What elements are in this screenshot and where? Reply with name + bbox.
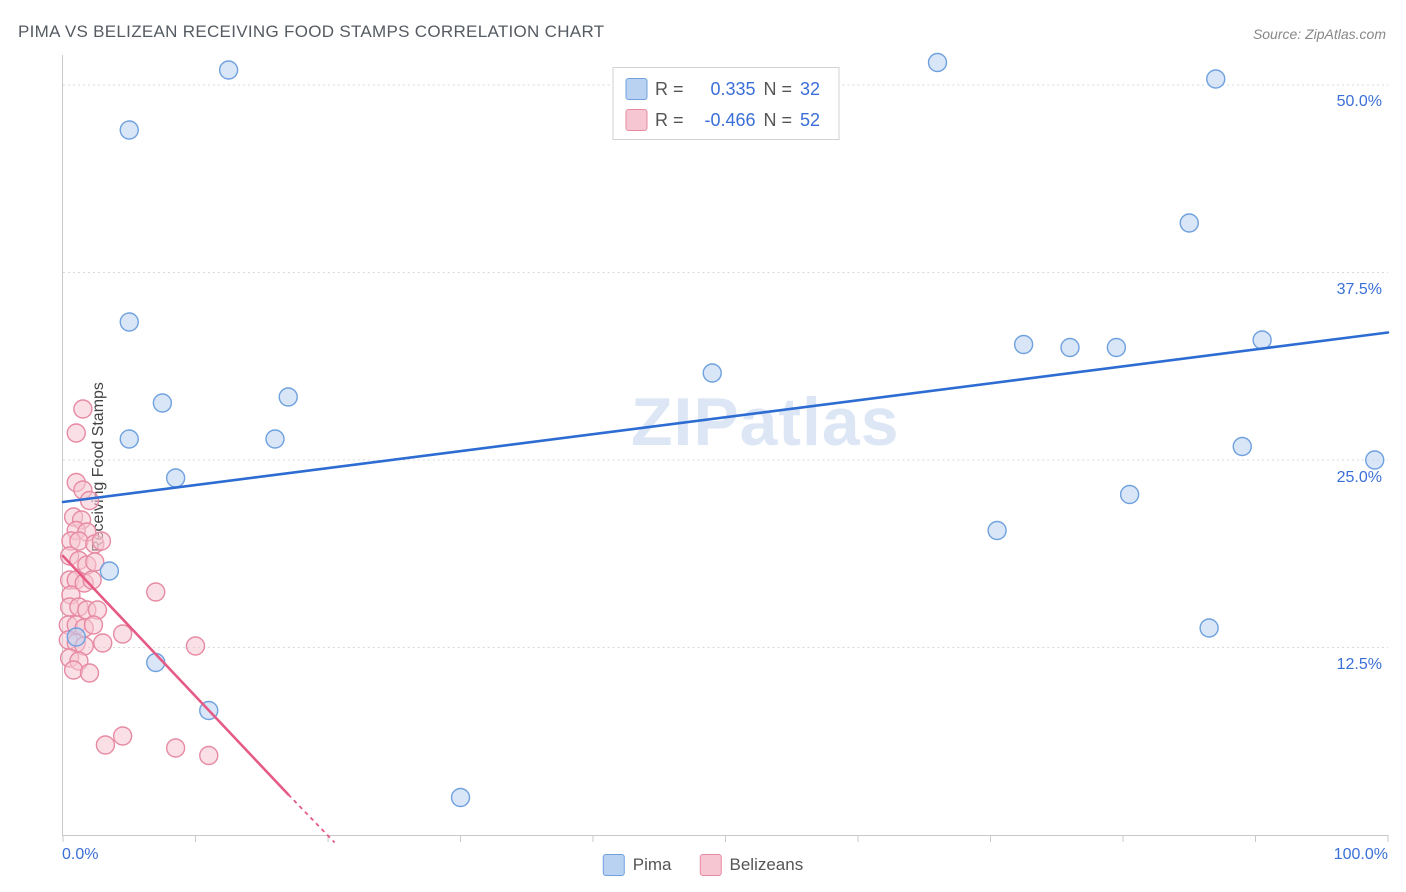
- legend-item-belizeans: Belizeans: [700, 854, 804, 876]
- plot-area: ZIPatlas R = 0.335 N = 32 R = -0.466 N =…: [62, 55, 1388, 836]
- chart-title: PIMA VS BELIZEAN RECEIVING FOOD STAMPS C…: [18, 22, 604, 42]
- r-label: R =: [655, 74, 684, 105]
- legend-swatch-pima: [603, 854, 625, 876]
- y-tick-label: 37.5%: [1337, 281, 1382, 299]
- stats-swatch-pima: [625, 78, 647, 100]
- r-value-pima: 0.335: [692, 74, 756, 105]
- y-tick-label: 25.0%: [1337, 469, 1382, 487]
- r-value-belizeans: -0.466: [692, 105, 756, 136]
- n-label: N =: [764, 105, 793, 136]
- stats-legend-row: R = -0.466 N = 52: [625, 105, 826, 136]
- x-axis-max-label: 100.0%: [1334, 846, 1388, 864]
- stats-legend-row: R = 0.335 N = 32: [625, 74, 826, 105]
- stats-swatch-belizeans: [625, 109, 647, 131]
- n-label: N =: [764, 74, 793, 105]
- legend-label-pima: Pima: [633, 855, 672, 875]
- y-tick-label: 50.0%: [1337, 93, 1382, 111]
- chart-container: Receiving Food Stamps ZIPatlas R = 0.335…: [18, 55, 1388, 878]
- x-axis-min-label: 0.0%: [62, 846, 98, 864]
- legend-label-belizeans: Belizeans: [730, 855, 804, 875]
- legend-swatch-belizeans: [700, 854, 722, 876]
- scatter-svg: ZIPatlas: [63, 55, 1388, 835]
- n-value-belizeans: 52: [800, 105, 826, 136]
- n-value-pima: 32: [800, 74, 826, 105]
- stats-legend: R = 0.335 N = 32 R = -0.466 N = 52: [612, 67, 839, 140]
- legend-item-pima: Pima: [603, 854, 672, 876]
- y-tick-label: 12.5%: [1337, 656, 1382, 674]
- series-legend: Pima Belizeans: [603, 854, 803, 876]
- r-label: R =: [655, 105, 684, 136]
- source-credit: Source: ZipAtlas.com: [1253, 26, 1386, 42]
- svg-text:ZIPatlas: ZIPatlas: [631, 385, 900, 460]
